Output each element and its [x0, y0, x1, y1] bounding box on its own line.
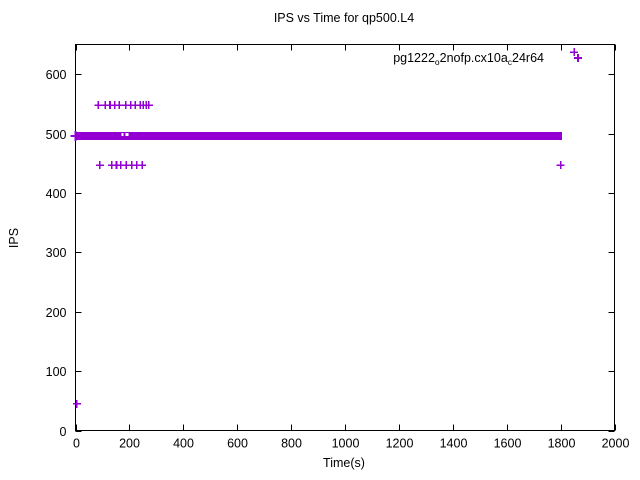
y-tick-label: 400 — [46, 187, 67, 201]
x-axis-label: Time(s) — [323, 456, 365, 470]
band-gap-artifact — [125, 132, 129, 136]
y-tick-label: 600 — [46, 68, 67, 82]
x-tick-label: 0 — [73, 437, 80, 451]
x-tick-label: 1200 — [386, 437, 414, 451]
chart-title: IPS vs Time for qp500.L4 — [274, 11, 414, 25]
x-tick-label: 600 — [227, 437, 248, 451]
legend-marker-plus-icon — [574, 54, 582, 62]
chart-legend: pg1222o2nofp.cx10ac24r64 — [393, 51, 582, 67]
x-tick-label: 400 — [173, 437, 194, 451]
x-tick-label: 800 — [281, 437, 302, 451]
x-tick-label: 1600 — [494, 437, 522, 451]
data-point-plus-marker — [72, 399, 81, 408]
y-tick-label: 100 — [46, 365, 67, 379]
y-tick-label: 200 — [46, 306, 67, 320]
data-point-plus-marker — [94, 101, 103, 110]
plot-frame — [75, 44, 615, 431]
x-tick-label: 1800 — [548, 437, 576, 451]
y-tick-label: 500 — [46, 128, 67, 142]
legend-marker-plus-icon — [574, 54, 582, 62]
legend-series-label: pg1222o2nofp.cx10ac24r64 — [393, 51, 544, 67]
x-tick-label: 1400 — [440, 437, 468, 451]
y-tick-label: 300 — [46, 246, 67, 260]
y-tick-label: 0 — [60, 425, 67, 439]
x-tick-label: 200 — [119, 437, 140, 451]
data-point-plus-marker — [556, 161, 565, 170]
data-point-plus-marker — [138, 161, 147, 170]
data-point-plus-marker — [70, 130, 81, 141]
y-axis-label: IPS — [7, 228, 21, 248]
dense-data-band — [75, 131, 562, 141]
x-tick-label: 2000 — [602, 437, 630, 451]
x-tick-label: 1000 — [332, 437, 360, 451]
y-axis-ticks: 0 100 200 300 400 500 600 — [46, 68, 615, 439]
data-point-plus-marker — [144, 101, 153, 110]
data-point-plus-marker — [570, 48, 579, 57]
data-series-layer — [70, 48, 579, 408]
band-gap-artifact — [121, 132, 124, 136]
data-point-plus-marker — [95, 161, 104, 170]
x-axis-ticks: 0 200 400 600 800 1000 1200 1400 1600 1800 2000 — [73, 44, 630, 451]
